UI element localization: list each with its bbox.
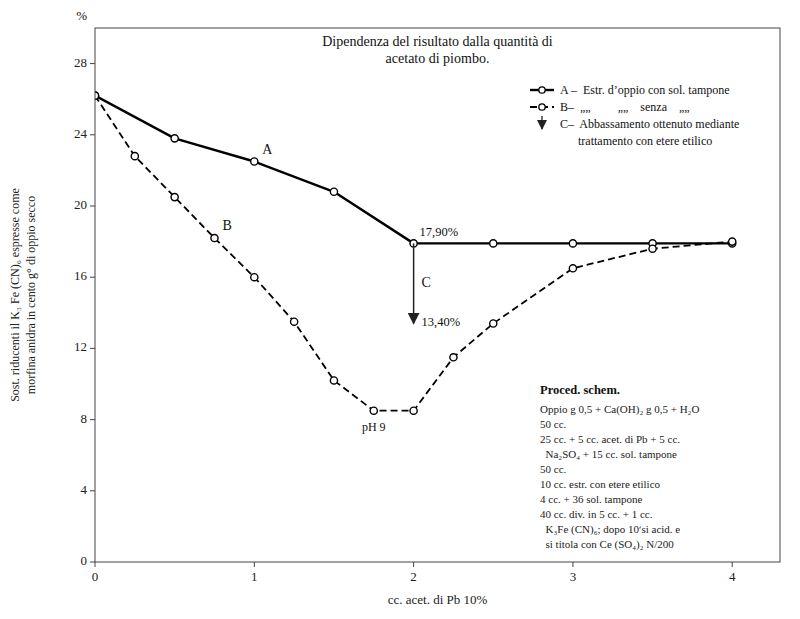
procedure-line: K₃Fe (CN)₆; dopo 10ʹsi acid. e bbox=[540, 523, 680, 536]
legend-entry: trattamento con etere etilico bbox=[560, 134, 712, 148]
series-label: B bbox=[222, 218, 231, 233]
procedure-line: 25 cc. + 5 cc. acet. di Pb + 5 cc. bbox=[540, 433, 680, 445]
series-marker bbox=[251, 274, 258, 281]
series-marker bbox=[649, 245, 656, 252]
y-tick-label: 20 bbox=[74, 197, 87, 212]
legend-entry: C– Abbassamento ottenuto mediante bbox=[560, 117, 739, 131]
series-line bbox=[95, 96, 732, 411]
y-tick-label: 8 bbox=[81, 411, 88, 426]
x-axis-label: cc. acet. di Pb 10% bbox=[388, 592, 488, 607]
series-marker bbox=[330, 188, 337, 195]
axis-unit: % bbox=[76, 8, 87, 23]
series-marker bbox=[330, 377, 337, 384]
legend-swatch-marker bbox=[539, 104, 545, 110]
x-tick-label: 3 bbox=[570, 569, 577, 584]
procedure-line: Oppio g 0,5 + Ca(OH)₂ g 0,5 + H₂O bbox=[540, 403, 699, 416]
x-tick bbox=[572, 562, 573, 567]
y-tick bbox=[90, 562, 95, 563]
procedure-line: 50 cc. bbox=[540, 463, 567, 475]
arrow bbox=[413, 243, 415, 323]
series-marker bbox=[131, 153, 138, 160]
x-tick-label: 0 bbox=[92, 569, 99, 584]
series-marker bbox=[450, 354, 457, 361]
arrow-value-label: 17,90% bbox=[420, 225, 459, 239]
series-marker bbox=[291, 318, 298, 325]
series-marker bbox=[490, 240, 497, 247]
series-marker bbox=[211, 234, 218, 241]
series-marker bbox=[410, 407, 417, 414]
y-tick-label: 24 bbox=[74, 126, 88, 141]
procedure-line: 50 cc. bbox=[540, 418, 567, 430]
title: Dipendenza del risultato dalla quantità … bbox=[322, 34, 553, 49]
y-tick-label: 16 bbox=[74, 268, 88, 283]
x-tick bbox=[254, 562, 255, 567]
title: acetato di piombo. bbox=[386, 51, 490, 66]
legend-swatch-marker bbox=[539, 87, 545, 93]
series-marker bbox=[370, 407, 377, 414]
plot-frame bbox=[95, 28, 780, 562]
series-marker bbox=[95, 92, 99, 99]
y-tick bbox=[90, 206, 95, 207]
series-marker bbox=[569, 240, 576, 247]
procedure-title: Proced. schem. bbox=[540, 383, 620, 397]
y-tick-label: 12 bbox=[74, 339, 87, 354]
legend-swatch bbox=[541, 116, 542, 129]
x-tick bbox=[413, 562, 414, 567]
legend-entry: A – Estr. d’oppio con sol. tampone bbox=[560, 83, 730, 97]
series-marker bbox=[171, 135, 178, 142]
series-marker bbox=[251, 158, 258, 165]
y-tick bbox=[90, 348, 95, 349]
arrow-label: C bbox=[422, 275, 431, 290]
procedure-line: Na₂SO₄ + 15 cc. sol. tampone bbox=[540, 448, 677, 460]
series-marker bbox=[171, 194, 178, 201]
x-tick bbox=[732, 562, 733, 567]
y-tick-label: 28 bbox=[74, 55, 87, 70]
y-axis-label: morfina anidra in cento g° di oppio secc… bbox=[24, 196, 38, 394]
arrow-value-label: 13,40% bbox=[422, 315, 461, 329]
plot-marks bbox=[95, 92, 736, 414]
y-tick bbox=[90, 490, 95, 491]
y-tick bbox=[90, 277, 95, 278]
series-marker bbox=[729, 238, 736, 245]
legend-entry: B– „„ „„ senza „„ bbox=[560, 100, 690, 114]
chart: 012340481216202428cc. acet. di Pb 10%Sos… bbox=[0, 0, 800, 619]
x-tick-label: 4 bbox=[729, 569, 736, 584]
procedure-line: 10 cc. estr. con etere etilico bbox=[540, 478, 661, 490]
y-tick bbox=[90, 63, 95, 64]
arrow-group bbox=[413, 243, 414, 323]
series-marker bbox=[569, 265, 576, 272]
procedure-line: 40 cc. div. in 5 cc. + 1 cc. bbox=[540, 508, 653, 520]
x-tick-label: 1 bbox=[251, 569, 258, 584]
y-tick-label: 0 bbox=[81, 553, 88, 568]
series-marker bbox=[490, 320, 497, 327]
y-axis-label: Sost. riducenti il K₃ Fe (CN)₆ espresse … bbox=[8, 188, 22, 402]
series-marker bbox=[95, 92, 99, 99]
procedure-line: si titola con Ce (SO₄)₂ N/200 bbox=[540, 538, 674, 551]
point-label: pH 9 bbox=[362, 420, 386, 434]
y-tick bbox=[90, 419, 95, 420]
x-tick bbox=[95, 562, 96, 567]
series-label: A bbox=[262, 142, 273, 157]
procedure-line: 4 cc. + 36 sol. tampone bbox=[540, 493, 643, 505]
y-tick bbox=[90, 134, 95, 135]
x-tick-label: 2 bbox=[410, 569, 417, 584]
y-tick-label: 4 bbox=[81, 482, 88, 497]
plot-area bbox=[95, 28, 780, 562]
